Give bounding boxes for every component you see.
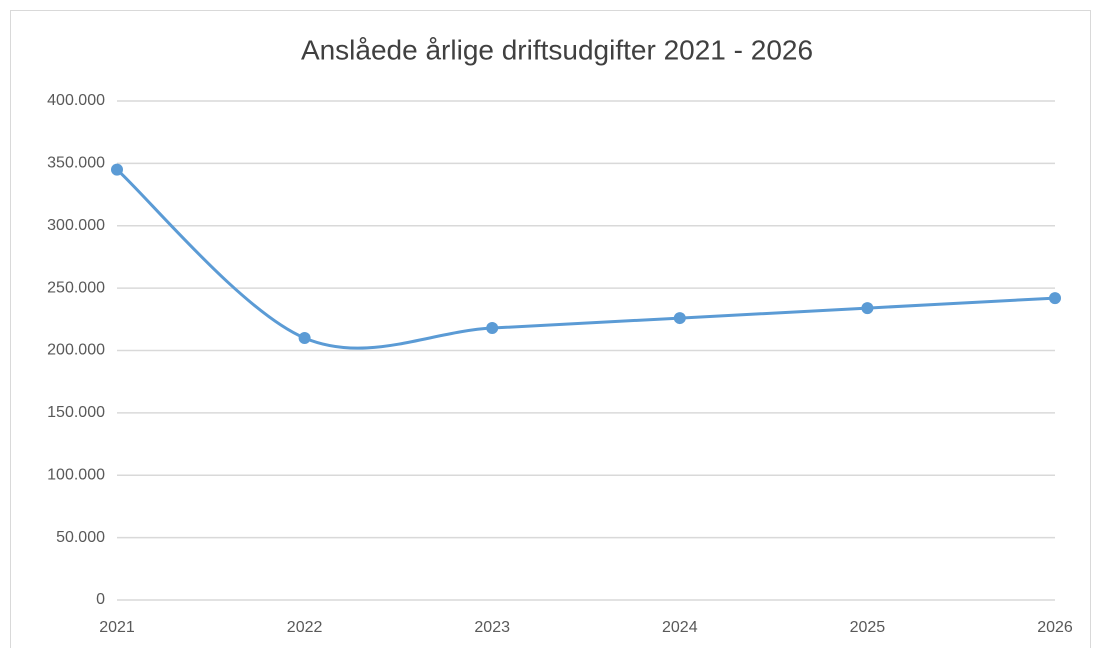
x-tick-label: 2022 [287, 619, 323, 636]
y-tick-label: 300.000 [47, 217, 105, 234]
marker [861, 302, 874, 315]
x-tick-label: 2024 [662, 619, 698, 636]
marker [486, 322, 499, 335]
y-tick-label: 0 [96, 591, 105, 608]
y-tick-label: 100.000 [47, 466, 105, 483]
x-tick-label: 2025 [850, 619, 886, 636]
x-tick-label: 2026 [1037, 619, 1073, 636]
marker [1049, 292, 1061, 305]
y-tick-label: 50.000 [56, 529, 105, 546]
marker [111, 163, 123, 176]
marker [298, 332, 311, 345]
y-tick-label: 150.000 [47, 404, 105, 421]
y-tick-label: 200.000 [47, 342, 105, 359]
line [115, 168, 1057, 350]
x-tick-label: 2023 [474, 619, 510, 636]
y-tick-label: 350.000 [47, 155, 105, 172]
chart-title: Anslåede årlige driftsudgifter 2021 - 20… [301, 34, 813, 65]
x-tick-label: 2021 [99, 619, 135, 636]
y-tick-label: 400.000 [47, 92, 105, 109]
chart-frame [10, 10, 1091, 648]
marker [673, 312, 686, 325]
y-tick-label: 250.000 [47, 279, 105, 296]
